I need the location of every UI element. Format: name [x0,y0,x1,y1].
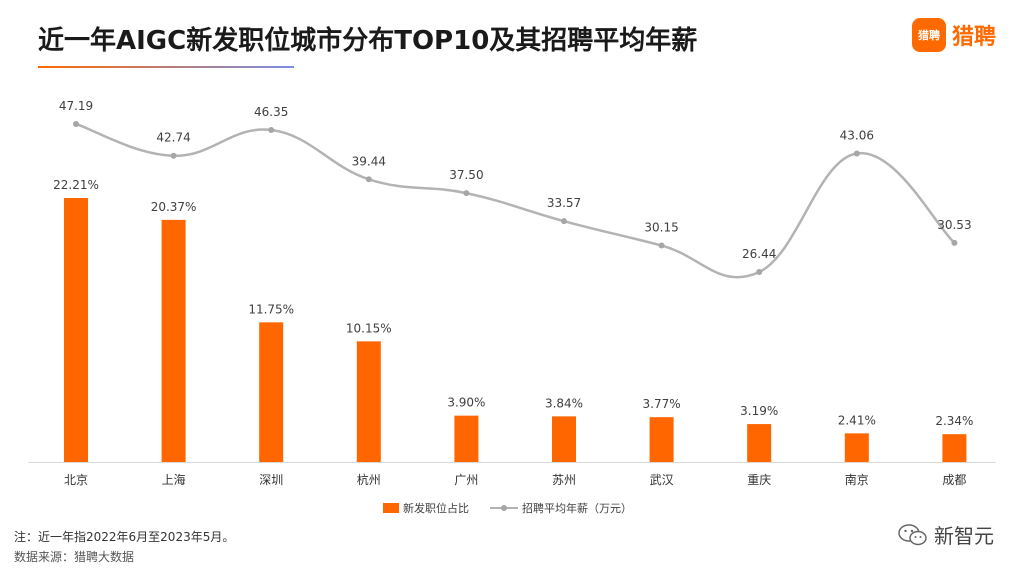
bar-data-label: 20.37% [151,200,197,214]
line-data-label: 26.44 [742,247,776,261]
watermark-text: 新智元 [934,524,994,548]
wechat-icon [898,523,927,545]
watermark: 新智元 [898,520,994,549]
legend-line-label: 招聘平均年薪（万元） [522,501,632,515]
x-tick-label: 杭州 [357,472,381,487]
page-title: 近一年AIGC新发职位城市分布TOP10及其招聘平均年薪 [38,26,698,56]
brand: 猎聘 猎聘 [911,18,996,52]
bar [942,434,967,462]
bar [649,417,674,462]
x-tick-label: 上海 [162,472,186,487]
brand-name: 猎聘 [951,25,996,50]
line-point [853,150,860,157]
bar-data-label: 3.90% [447,396,485,410]
line-point [756,269,763,275]
line-point [951,239,958,246]
line-point [170,152,177,159]
x-tick-label: 重庆 [747,473,771,487]
bar [161,219,186,462]
bar-data-label: 10.15% [346,321,392,335]
line-data-label: 42.74 [156,131,190,145]
x-tick-label: 广州 [454,473,478,487]
legend-bar-swatch [383,503,399,513]
x-tick-label: 深圳 [259,473,283,487]
bar [552,416,576,462]
line-point [268,126,275,133]
bar-data-label: 11.75% [248,302,294,316]
bar-data-label: 2.34% [935,414,973,428]
x-tick-label: 苏州 [552,473,576,487]
line-point [658,242,665,249]
salary-line [75,122,956,279]
brand-logo-icon: 猎聘 [911,18,946,52]
line-data-label: 43.06 [840,128,874,142]
x-tick-label: 武汉 [650,473,674,487]
line-data-label: 46.35 [254,105,288,119]
line-point [561,218,567,225]
legend-line-marker [501,505,507,511]
line-point [365,176,372,183]
line-data-label: 33.57 [547,196,581,210]
bar-data-label: 2.41% [838,413,876,427]
x-tick-label: 成都 [942,473,966,487]
data-source: 数据来源：猎聘大数据 [14,550,135,564]
line-data-label: 39.44 [352,154,386,168]
line-data-label: 30.53 [937,218,971,232]
line-data-label: 37.50 [449,168,483,182]
bar [259,322,284,462]
bar-data-label: 3.84% [545,396,583,410]
line-data-label: 30.15 [644,221,678,235]
x-tick-label: 南京 [845,472,869,487]
bar [64,198,88,462]
bar [844,433,869,462]
title-underline [38,66,294,68]
bar [356,341,381,462]
bar [747,424,772,462]
line-point [73,121,79,127]
legend-bar-label: 新发职位占比 [403,501,469,515]
footnote: 注：近一年指2022年6月至2023年5月。 [14,530,235,544]
line-data-label: 47.19 [59,99,93,113]
bar-data-label: 22.21% [53,178,99,192]
bar-data-label: 3.19% [740,404,778,418]
line-point [463,190,470,197]
x-tick-label: 北京 [64,473,88,487]
bar-data-label: 3.77% [643,397,681,411]
bar [454,415,479,462]
